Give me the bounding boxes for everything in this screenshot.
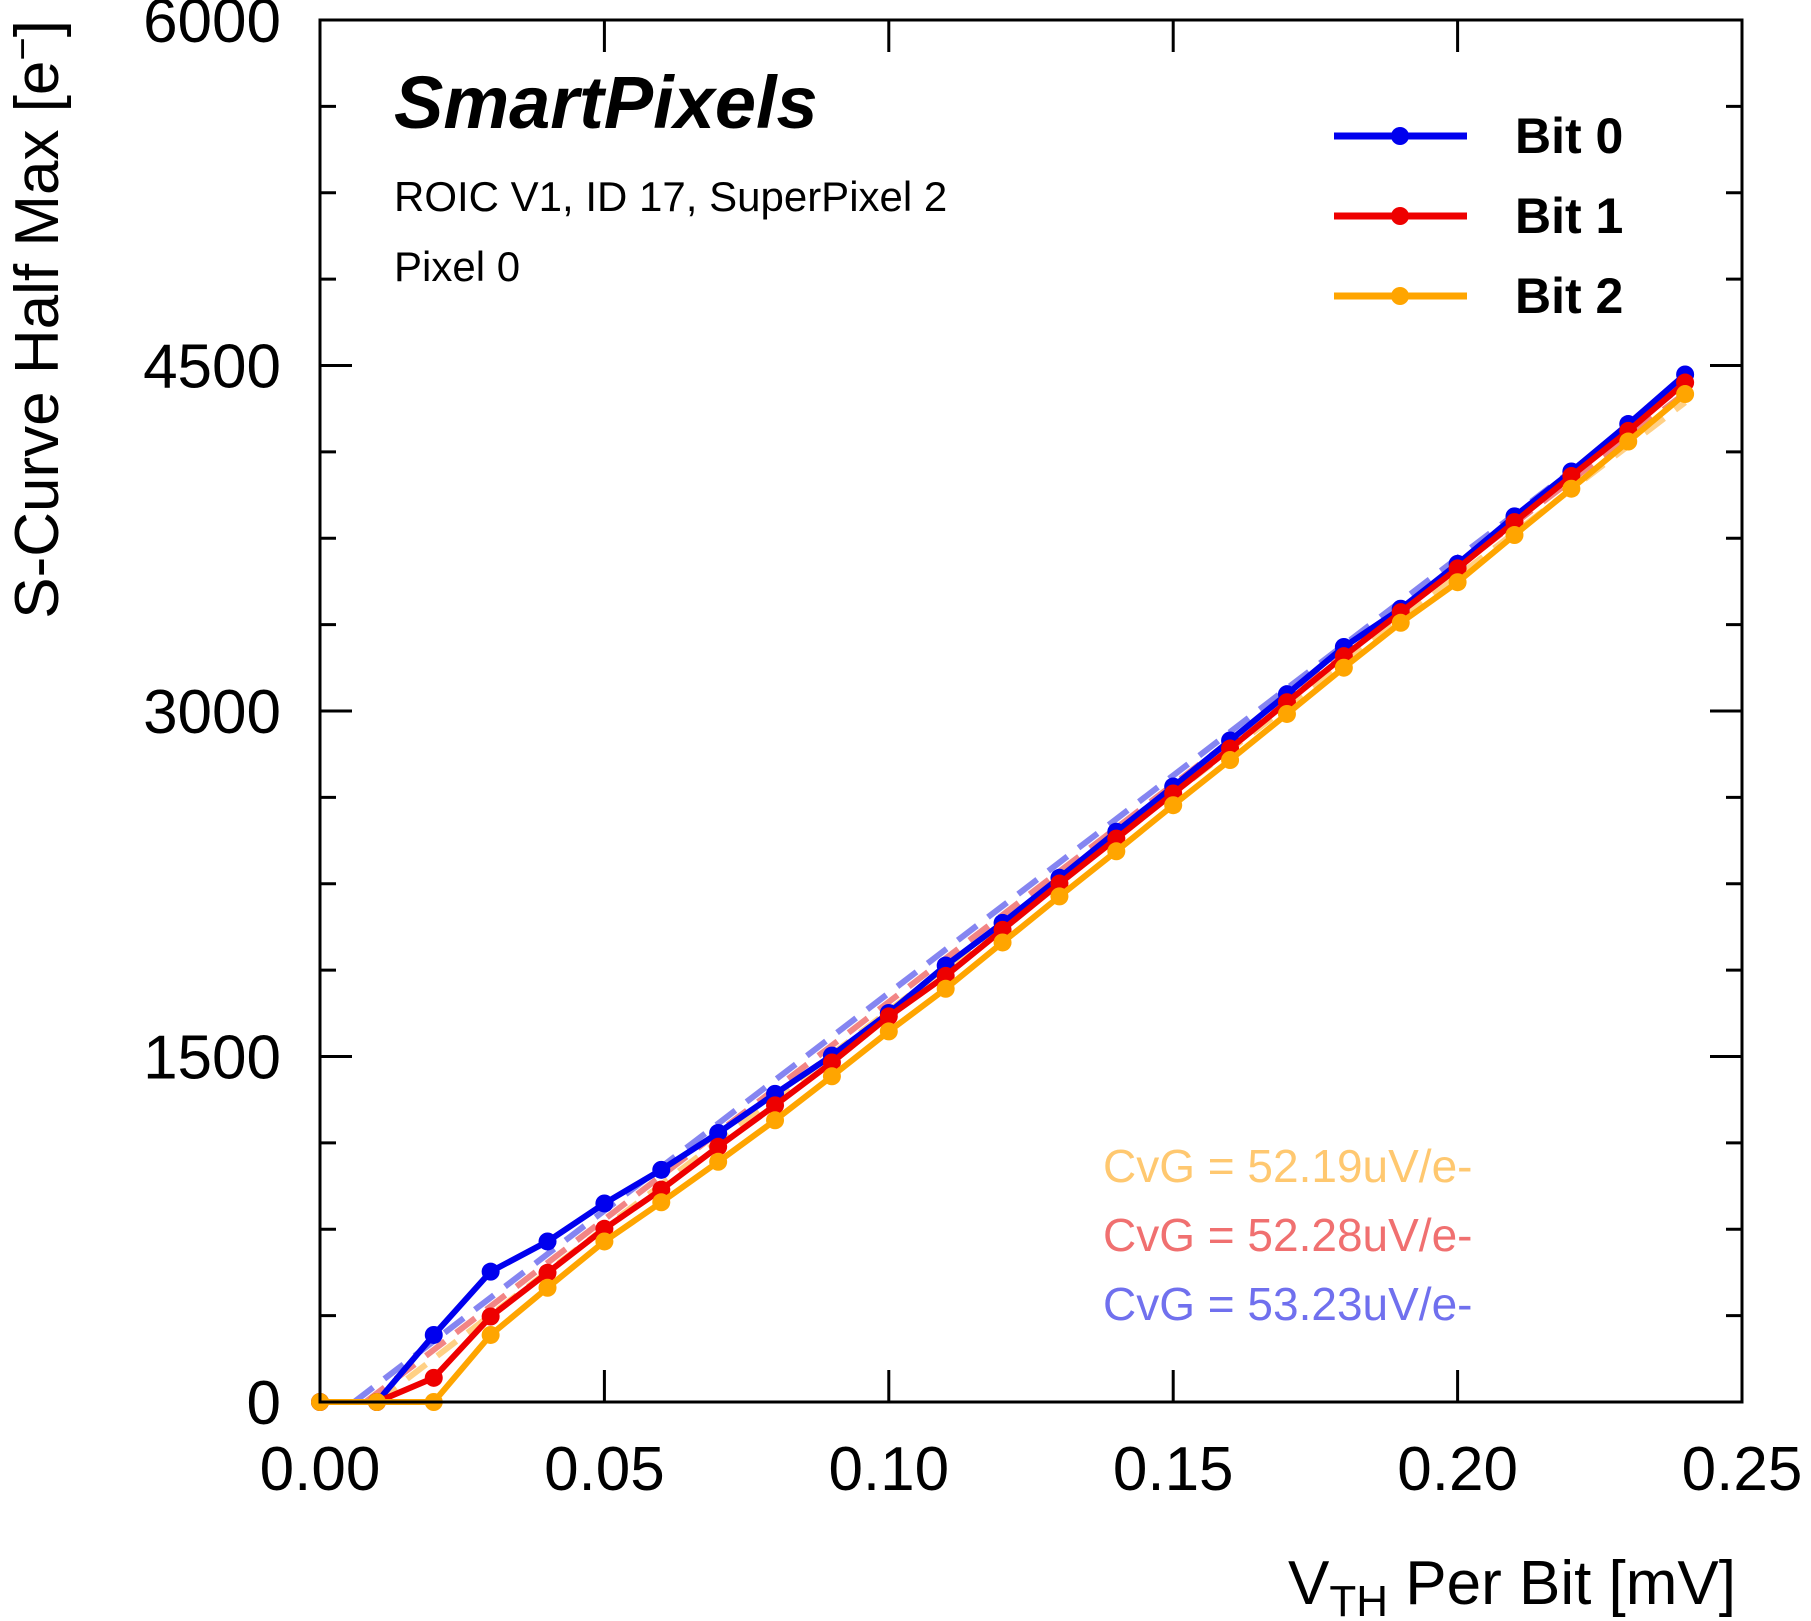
data-point <box>766 1096 785 1115</box>
data-point <box>481 1307 500 1326</box>
data-point <box>1448 573 1467 592</box>
data-point <box>595 1219 614 1238</box>
data-point <box>709 1137 728 1156</box>
data-point <box>993 920 1012 939</box>
plot-frame <box>318 18 1744 1404</box>
data-point <box>936 979 955 998</box>
legend-marker <box>1391 207 1409 225</box>
y-tick-label: 3000 <box>143 678 281 747</box>
y-tick-label: 0 <box>247 1369 281 1438</box>
data-point <box>879 1022 898 1041</box>
fit-annotation: CvG = 52.19uV/e- <box>1103 1140 1472 1192</box>
x-axis-label-part: V <box>1288 1549 1330 1618</box>
data-point <box>822 1053 841 1072</box>
data-point <box>766 1111 785 1130</box>
data-point <box>538 1278 557 1297</box>
data-point <box>481 1262 500 1281</box>
data-point <box>1505 526 1524 545</box>
y-axis-label-part: ] <box>3 20 72 37</box>
data-point <box>1562 467 1581 486</box>
data-point <box>652 1180 671 1199</box>
data-point <box>424 1325 443 1344</box>
y-axis-label: S-Curve Half Max [e−] <box>1 20 72 619</box>
y-tick-label: 6000 <box>143 0 281 56</box>
y-axis-label-sup: − <box>1 37 45 60</box>
x-tick-label: 0.05 <box>544 1435 665 1504</box>
data-point <box>936 966 955 985</box>
data-point <box>1277 704 1296 723</box>
y-tick-label: 1500 <box>143 1024 281 1093</box>
x-tick-label: 0.25 <box>1682 1435 1803 1504</box>
data-point <box>1619 432 1638 451</box>
y-tick-label: 4500 <box>143 333 281 402</box>
chart-subtitle: ROIC V1, ID 17, SuperPixel 2 <box>394 173 947 220</box>
data-point <box>595 1194 614 1213</box>
legend-label: Bit 2 <box>1515 268 1623 324</box>
legend-marker <box>1391 287 1409 305</box>
fit-annotation: CvG = 53.23uV/e- <box>1103 1278 1472 1330</box>
data-point <box>1562 479 1581 498</box>
data-point <box>1448 559 1467 578</box>
data-point <box>1334 658 1353 677</box>
data-point <box>1221 751 1240 770</box>
x-tick-label: 0.10 <box>828 1435 949 1504</box>
x-axis-label-part: Per Bit [mV] <box>1388 1549 1736 1618</box>
legend-label: Bit 1 <box>1515 188 1623 244</box>
legend-marker <box>1391 127 1409 145</box>
chart-subtitle: Pixel 0 <box>394 243 520 290</box>
data-point <box>1391 613 1410 632</box>
x-tick-label: 0.00 <box>260 1435 381 1504</box>
data-point <box>993 933 1012 952</box>
series-line <box>320 372 1688 1405</box>
data-point <box>1050 887 1069 906</box>
legend-label: Bit 0 <box>1515 108 1623 164</box>
x-tick-label: 0.20 <box>1397 1435 1518 1504</box>
data-point <box>652 1160 671 1179</box>
x-tick-label: 0.15 <box>1113 1435 1234 1504</box>
fit-line <box>352 381 1687 1405</box>
data-point <box>424 1368 443 1387</box>
y-axis-label-part: S-Curve Half Max [e <box>3 61 72 619</box>
data-point <box>1050 874 1069 893</box>
x-axis-label-sub: TH <box>1329 1577 1388 1621</box>
series-line <box>320 380 1688 1405</box>
data-point <box>1107 829 1126 848</box>
data-point <box>879 1007 898 1026</box>
data-point <box>1505 513 1524 532</box>
data-point <box>481 1325 500 1344</box>
data-point <box>538 1232 557 1251</box>
data-point <box>595 1232 614 1251</box>
data-point <box>709 1152 728 1171</box>
data-point <box>709 1123 728 1142</box>
data-point <box>1676 385 1695 404</box>
data-point <box>822 1067 841 1086</box>
fit-annotation: CvG = 52.28uV/e- <box>1103 1209 1472 1261</box>
data-point <box>652 1193 671 1212</box>
data-point <box>538 1263 557 1282</box>
x-axis-label: VTH Per Bit [mV] <box>1288 1549 1736 1621</box>
chart-title: SmartPixels <box>394 61 818 144</box>
data-point <box>1164 796 1183 815</box>
data-point <box>1107 842 1126 861</box>
